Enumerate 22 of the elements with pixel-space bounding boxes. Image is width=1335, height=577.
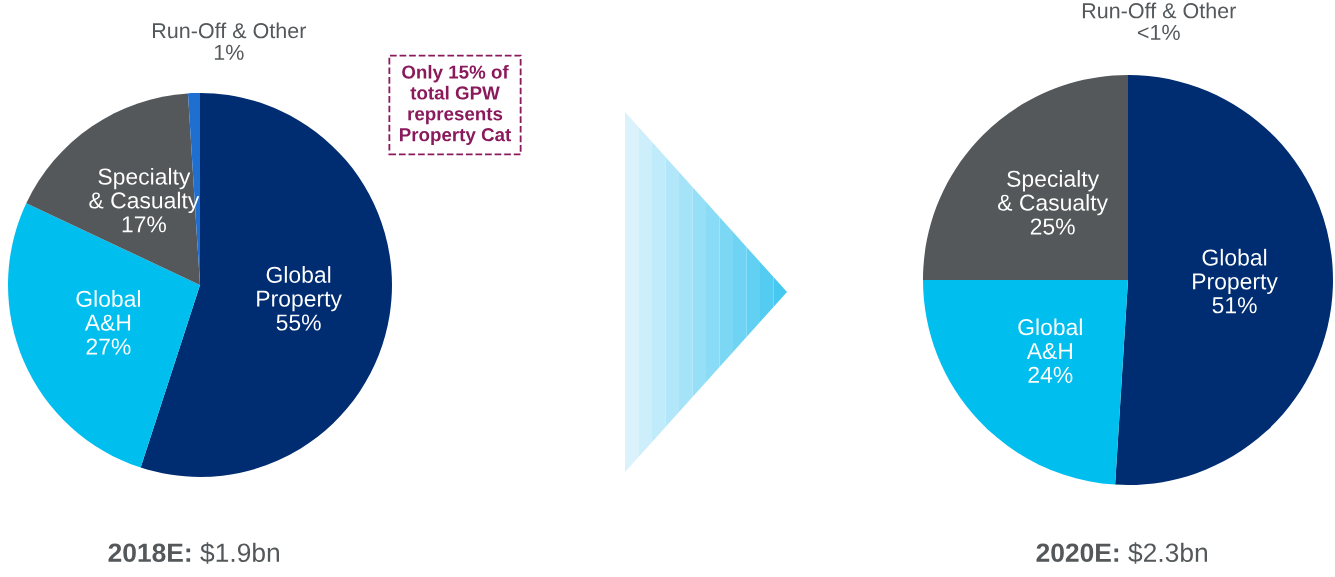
pie-slice xyxy=(26,93,200,285)
text: <1% xyxy=(1137,24,1180,40)
text: Only 15% of total GPW represents Property Cat xyxy=(399,64,512,146)
data-label: 24% xyxy=(1028,366,1073,383)
text: 2020E: $2.3bn xyxy=(1036,542,1207,564)
data-label: 27% xyxy=(86,338,131,355)
slice-label: Global Property xyxy=(257,266,342,312)
data-label: 17% xyxy=(122,216,166,233)
slice-label: Run-Off & Other xyxy=(152,22,307,39)
text: 2018E: $1.9bn xyxy=(108,542,279,564)
data-label: 51% xyxy=(1212,297,1257,314)
data-label: 55% xyxy=(276,314,321,331)
pie-slice xyxy=(923,280,1128,485)
data-label: 1% xyxy=(214,44,244,60)
slice-label: Global A&H xyxy=(1018,318,1082,360)
slice-label: Specialty & Casualty xyxy=(998,170,1108,216)
category-label: Run-Off & Other xyxy=(1082,2,1236,19)
pie-slice xyxy=(1115,75,1333,485)
slice-label: Global A&H xyxy=(76,290,140,331)
pie-slice xyxy=(923,75,1128,280)
data-label: 25% xyxy=(1030,218,1075,235)
slice-label: Global Property xyxy=(1193,248,1278,295)
